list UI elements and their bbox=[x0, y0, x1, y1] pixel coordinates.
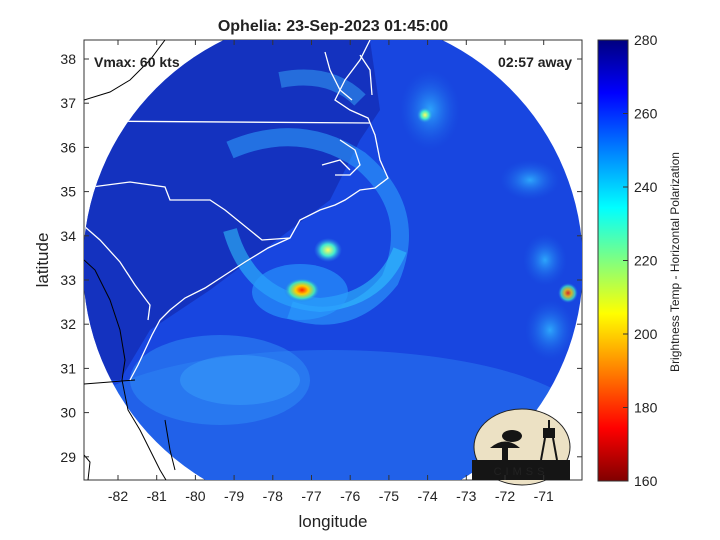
y-tick-label: 32 bbox=[60, 316, 76, 332]
y-tick-label: 29 bbox=[60, 449, 76, 465]
x-axis-label: longitude bbox=[298, 512, 367, 531]
y-tick-label: 30 bbox=[60, 405, 76, 421]
y-tick-label: 33 bbox=[60, 272, 76, 288]
x-tick-label: -72 bbox=[495, 488, 515, 504]
map-plot-area: Vmax: 60 kts 02:57 away CIMSS bbox=[83, 39, 583, 486]
x-tick-label: -78 bbox=[263, 488, 283, 504]
figure-title: Ophelia: 23-Sep-2023 01:45:00 bbox=[218, 18, 448, 35]
colorbar-tick-label: 240 bbox=[634, 179, 658, 195]
colorbar-tick-label: 220 bbox=[634, 253, 658, 269]
x-tick-label: -82 bbox=[108, 488, 128, 504]
colorbar-tick-label: 160 bbox=[634, 473, 658, 489]
colorbar-ticks: 280 260 240 220 200 180 160 bbox=[623, 32, 658, 489]
x-tick-label: -75 bbox=[379, 488, 399, 504]
colorbar-tick-label: 260 bbox=[634, 106, 658, 122]
y-tick-label: 34 bbox=[60, 228, 76, 244]
vmax-label: Vmax: 60 kts bbox=[94, 54, 180, 70]
x-tick-label: -77 bbox=[301, 488, 321, 504]
cimss-logo-text: CIMSS bbox=[494, 466, 549, 478]
x-tick-label: -74 bbox=[417, 488, 437, 504]
colorbar-tick-label: 280 bbox=[634, 32, 658, 48]
y-tick-label: 35 bbox=[60, 184, 76, 200]
colorbar-label: Brightness Temp - Horizontal Polarizatio… bbox=[668, 152, 682, 372]
y-tick-label: 37 bbox=[60, 95, 76, 111]
colorbar: 280 260 240 220 200 180 160 Brightness Temp - … bbox=[597, 32, 682, 489]
x-axis-ticks: -82 -81 -80 -79 -78 -77 -76 -75 -74 -73 -72 -71 bbox=[108, 40, 554, 504]
y-tick-label: 36 bbox=[60, 139, 76, 155]
y-tick-label: 38 bbox=[60, 51, 76, 67]
coastline bbox=[84, 40, 389, 381]
colorbar-tick-label: 200 bbox=[634, 326, 658, 342]
x-tick-label: -71 bbox=[534, 488, 554, 504]
away-label: 02:57 away bbox=[498, 54, 572, 70]
y-tick-label: 31 bbox=[60, 360, 76, 376]
cimss-logo: CIMSS bbox=[472, 408, 571, 486]
colorbar-tick-label: 180 bbox=[634, 400, 658, 416]
x-tick-label: -76 bbox=[340, 488, 360, 504]
y-axis-ticks: 38 37 36 35 34 33 32 31 30 29 bbox=[60, 51, 582, 465]
x-tick-label: -79 bbox=[224, 488, 244, 504]
brightness-temp-swath bbox=[84, 40, 582, 480]
coastline-outside bbox=[84, 40, 176, 480]
x-tick-label: -73 bbox=[456, 488, 476, 504]
x-tick-label: -81 bbox=[147, 488, 167, 504]
y-axis-label: latitude bbox=[33, 233, 52, 288]
x-tick-label: -80 bbox=[185, 488, 205, 504]
